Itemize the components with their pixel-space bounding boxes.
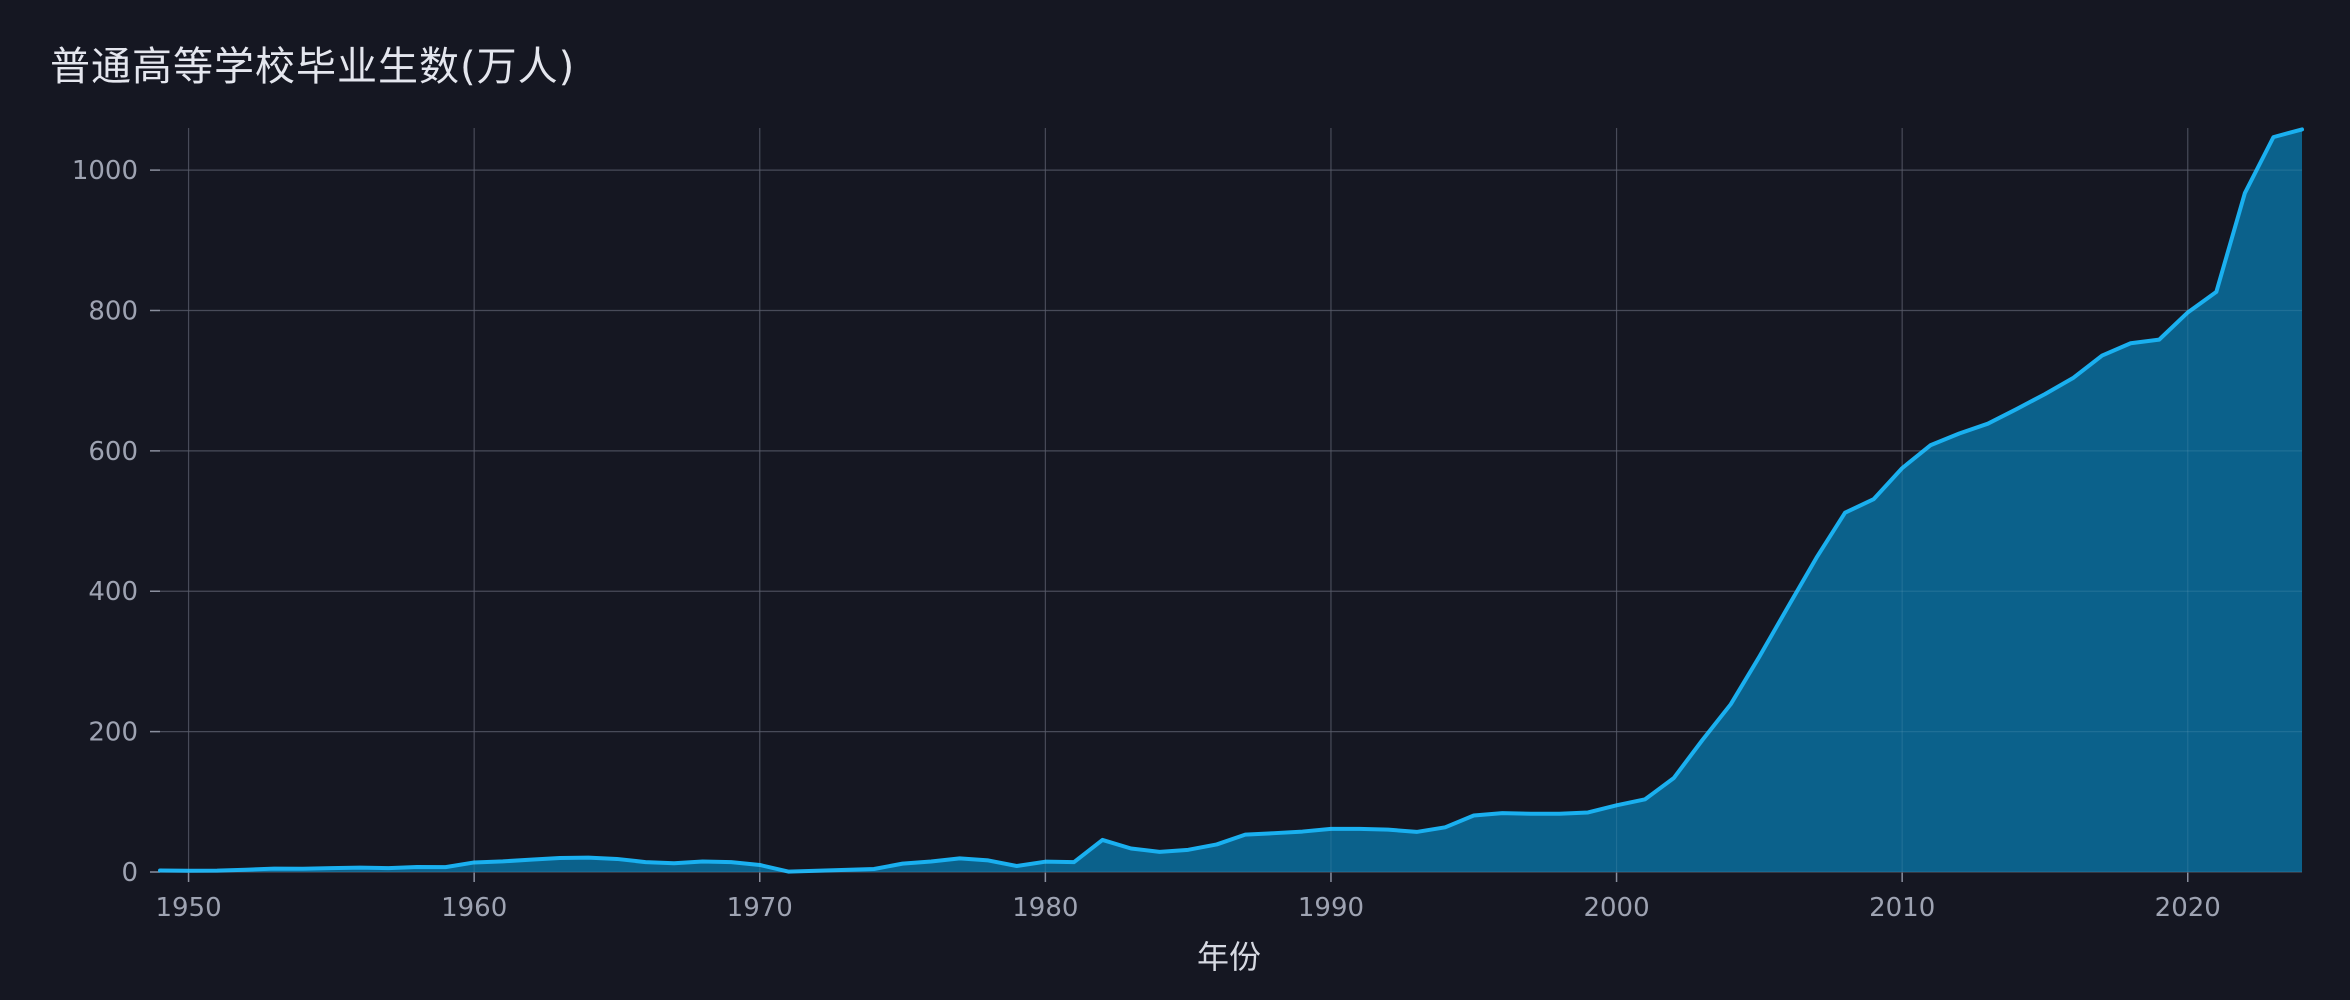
y-tick-label: 600 <box>88 437 138 467</box>
x-tick-label: 2000 <box>1583 893 1649 923</box>
series-area <box>160 129 2302 872</box>
chart-title: 普通高等学校毕业生数(万人) <box>50 44 576 90</box>
x-axis-title: 年份 <box>1197 938 1261 976</box>
y-tick-label: 1000 <box>72 156 138 186</box>
x-tick-label: 1950 <box>155 893 221 923</box>
x-tick-label: 1970 <box>727 893 793 923</box>
x-tick-label: 2010 <box>1869 893 1935 923</box>
x-tick-label: 1980 <box>1012 893 1078 923</box>
x-tick-label: 2020 <box>2155 893 2221 923</box>
y-tick-label: 400 <box>88 577 138 607</box>
series-line <box>158 127 2304 874</box>
y-tick-label: 0 <box>121 858 138 888</box>
y-tick-label: 800 <box>88 296 138 326</box>
x-tick-label: 1990 <box>1298 893 1364 923</box>
x-tick-label: 1960 <box>441 893 507 923</box>
y-tick-label: 200 <box>88 718 138 748</box>
